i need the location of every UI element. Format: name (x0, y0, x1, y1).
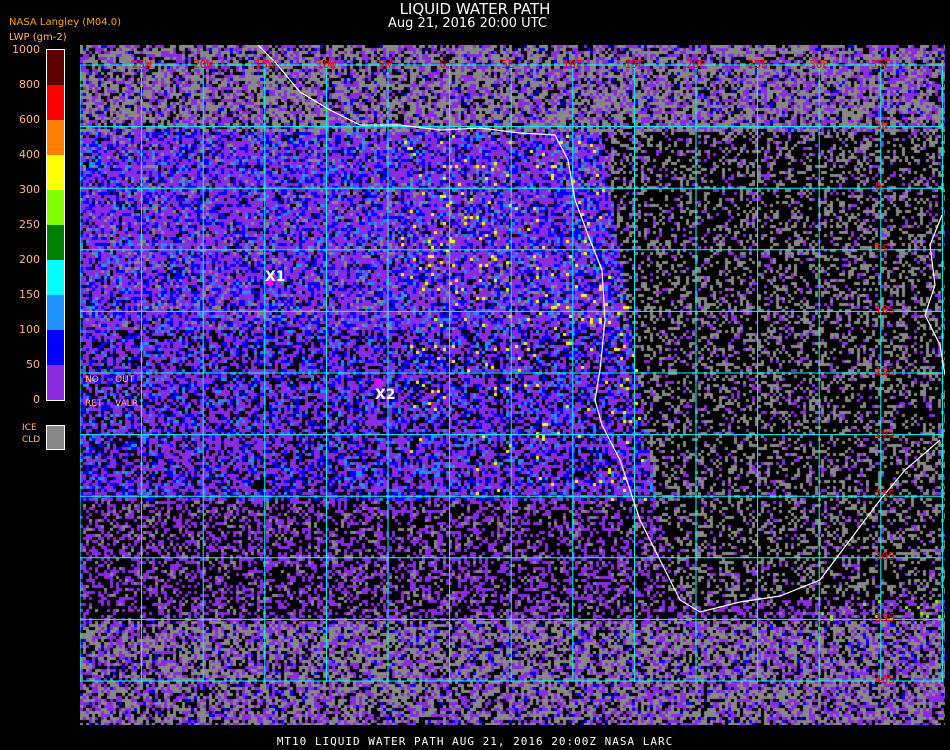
note-no: NO (85, 375, 99, 385)
grid-and-coast (80, 45, 945, 682)
legend-tick-label: 100 (19, 323, 40, 336)
legend-tick-label: 400 (19, 148, 40, 161)
longitude-label: 10W (316, 58, 337, 71)
legend-swatch (47, 225, 64, 260)
legend-swatch (47, 330, 64, 365)
legend-tick-label: 0 (33, 393, 40, 406)
longitude-label: 15E (624, 58, 645, 71)
latitude-label: 40S (875, 673, 895, 686)
legend-tick-label: 50 (26, 358, 40, 371)
source-label: NASA Langley (M04.0) (9, 17, 121, 28)
note-out: OUT (115, 375, 135, 385)
legend-tick-label: 200 (19, 253, 40, 266)
lwp-field (80, 45, 945, 725)
legend-swatch (47, 295, 64, 330)
longitude-label: 20W (193, 58, 214, 71)
legend-swatch (47, 85, 64, 120)
cloud-label: CLD (22, 435, 41, 445)
note-valr: VALR (115, 399, 139, 409)
longitude-label: 15W (254, 58, 275, 71)
latitude-label: 5S (875, 241, 889, 255)
legend-swatch (47, 155, 64, 190)
latitude-label: 10S (875, 303, 895, 317)
longitude-label: 35E (870, 58, 891, 71)
latitude-label: 15S (875, 365, 895, 378)
africa-coastline (257, 45, 941, 613)
legend-swatch (47, 190, 64, 225)
legend-swatch (47, 260, 64, 295)
satellite-map: 25W 20W 15W 10W 5W 0 5E 10E 15E 20E 25E 30E 35E 5N 0 5S… (80, 45, 945, 725)
legend-tick-label: 800 (19, 78, 40, 91)
legend-tick-label: 150 (19, 288, 40, 301)
ice-label: ICE (22, 423, 37, 433)
legend-tick-label: 250 (19, 218, 40, 231)
latitude-label: 25S (875, 488, 895, 502)
marker-x1: X1 (265, 269, 286, 285)
longitude-label: 5W (378, 58, 392, 71)
unit-label: LWP (gm-2) (9, 32, 67, 43)
map-title: LIQUID WATER PATH (399, 0, 551, 18)
legend-swatch (47, 365, 64, 400)
color-bar (46, 49, 65, 401)
longitude-label: 10E (562, 58, 583, 71)
map-timestamp: Aug 21, 2016 20:00 UTC (388, 16, 547, 31)
longitude-label: 5E (501, 58, 515, 71)
legend-swatch (47, 50, 64, 85)
latitude-label: 0 (875, 180, 882, 194)
longitude-label: 25E (747, 58, 768, 71)
legend-tick-label: 1000 (12, 43, 40, 56)
legend-tick-label: 300 (19, 183, 40, 196)
latitude-label: 20S (875, 426, 895, 440)
legend-swatch (47, 120, 64, 155)
longitude-label: 0 (439, 58, 447, 71)
lake-coastline (924, 214, 945, 376)
latitude-label: 35S (875, 611, 895, 625)
longitude-label: 20E (686, 58, 706, 71)
longitude-label: 30E (809, 58, 830, 71)
ice-cloud-swatch (46, 425, 65, 450)
marker-x2: X2 (375, 387, 396, 403)
footer-caption: MT10 LIQUID WATER PATH AUG 21, 2016 20:0… (276, 735, 674, 748)
legend-tick-label: 600 (19, 113, 40, 126)
note-ret: RET (85, 399, 103, 409)
longitude-label: 25W (131, 58, 152, 71)
latitude-label: 30S (875, 549, 895, 563)
latitude-label: 5N (875, 118, 889, 132)
